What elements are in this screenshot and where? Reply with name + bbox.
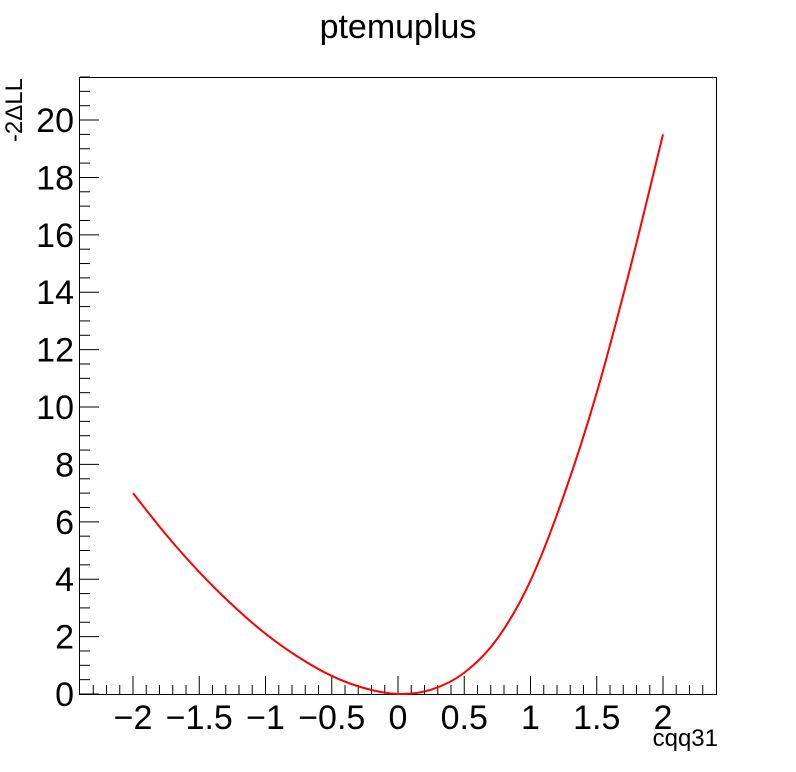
x-tick-label: −2 (114, 699, 153, 737)
y-tick-label: 14 (36, 274, 74, 312)
x-tick-label: 0.5 (441, 699, 488, 737)
y-tick-label: 12 (36, 332, 74, 370)
y-tick-label: 10 (36, 389, 74, 427)
y-tick-label: 16 (36, 217, 74, 255)
x-tick-label: 1 (521, 699, 540, 737)
plot-frame (79, 77, 717, 695)
y-tick-label: 0 (55, 676, 74, 714)
y-tick-label: 18 (36, 159, 74, 197)
y-tick-label: 6 (55, 504, 74, 542)
x-tick-label: 0 (389, 699, 408, 737)
y-tick-label: 2 (55, 619, 74, 657)
series-layer (132, 134, 664, 696)
x-tick-label: −0.5 (298, 699, 365, 737)
y-tick-label: 4 (55, 561, 74, 599)
y-tick-label: 20 (36, 102, 74, 140)
y-tick-label: 8 (55, 446, 74, 484)
x-axis-label: cqq31 (653, 725, 718, 752)
axis-ticks (80, 76, 704, 695)
x-tick-label: 1.5 (573, 699, 620, 737)
x-tick-label: −1 (246, 699, 285, 737)
x-tick-label: −1.5 (166, 699, 233, 737)
x-tick-label: 2 (654, 699, 673, 737)
series-line (132, 134, 664, 696)
y-axis-label: -2ΔLL (1, 78, 28, 142)
chart-title: ptemuplus (320, 8, 477, 46)
